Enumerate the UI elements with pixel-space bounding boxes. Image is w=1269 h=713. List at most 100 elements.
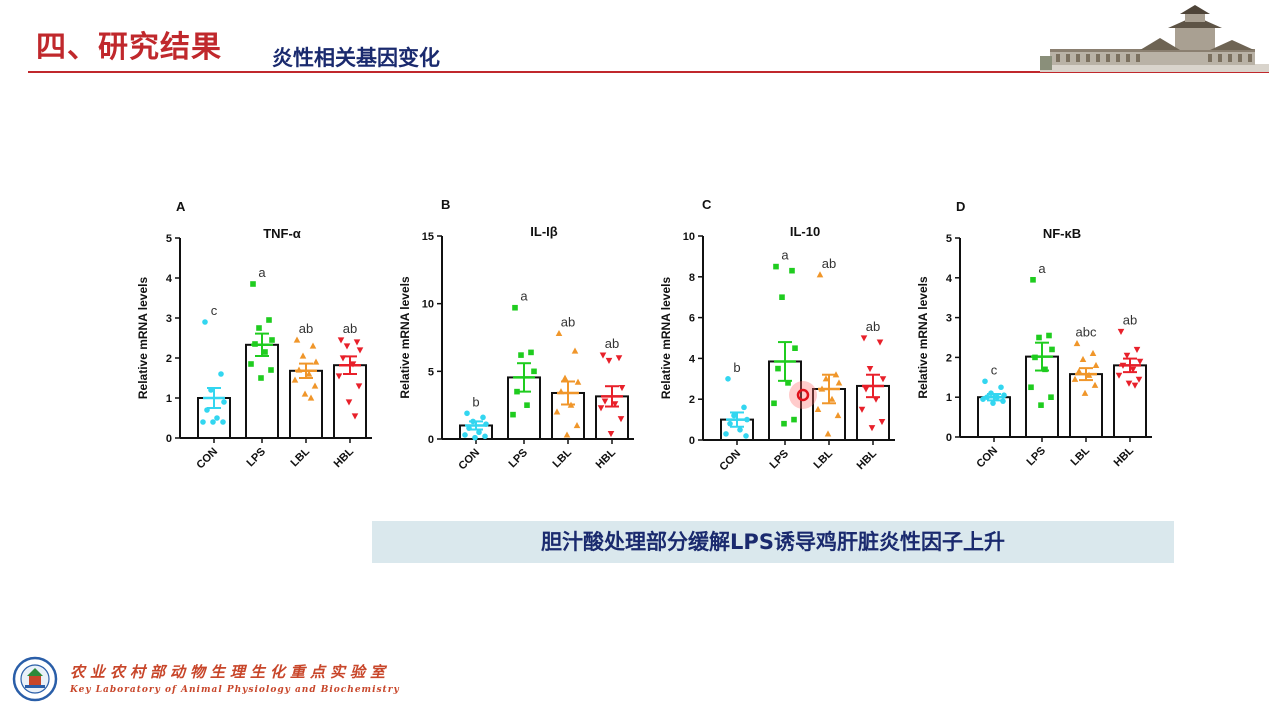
data-point bbox=[482, 433, 488, 440]
data-point bbox=[335, 373, 343, 380]
y-tick-label: 6 bbox=[689, 313, 695, 325]
data-point bbox=[1073, 339, 1081, 347]
y-axis-label: Relative mRNA levels bbox=[136, 277, 150, 400]
significance-label: a bbox=[520, 289, 528, 304]
x-tick-label: LBL bbox=[289, 445, 313, 469]
panel-label: A bbox=[176, 199, 186, 214]
x-tick-label: HBL bbox=[332, 445, 357, 470]
y-tick-label: 5 bbox=[428, 366, 434, 378]
data-point bbox=[301, 390, 309, 397]
data-point bbox=[210, 419, 216, 425]
data-point bbox=[353, 339, 361, 346]
y-axis-label: Relative mRNA levels bbox=[659, 277, 673, 400]
data-point bbox=[248, 361, 254, 367]
university-building-icon bbox=[1040, 5, 1269, 72]
data-point bbox=[731, 412, 737, 419]
cursor-ring-icon bbox=[796, 388, 810, 402]
chart-title: TNF-α bbox=[263, 226, 301, 241]
data-point bbox=[791, 416, 797, 423]
x-tick-label: HBL bbox=[855, 447, 880, 472]
data-point bbox=[512, 304, 518, 311]
data-point bbox=[561, 374, 569, 381]
significance-label: c bbox=[211, 303, 218, 318]
data-point bbox=[250, 281, 256, 287]
x-tick-label: CON bbox=[717, 448, 743, 474]
data-point bbox=[789, 267, 795, 274]
data-point bbox=[555, 329, 563, 337]
data-point bbox=[312, 358, 320, 365]
y-tick-label: 8 bbox=[689, 272, 695, 284]
y-tick-label: 5 bbox=[946, 233, 952, 245]
data-point bbox=[1129, 366, 1137, 373]
data-point bbox=[1048, 394, 1054, 400]
data-point bbox=[305, 370, 313, 377]
data-point bbox=[1136, 358, 1144, 365]
chart-title: IL-10 bbox=[790, 224, 820, 239]
data-point bbox=[268, 367, 274, 373]
data-point bbox=[1091, 381, 1099, 388]
data-point bbox=[597, 405, 605, 412]
data-point bbox=[866, 366, 874, 373]
data-point bbox=[982, 378, 988, 385]
data-point bbox=[1049, 346, 1055, 353]
data-point bbox=[725, 376, 731, 382]
y-tick-label: 2 bbox=[946, 352, 952, 364]
data-point bbox=[618, 384, 626, 392]
y-tick-label: 2 bbox=[689, 394, 695, 406]
data-point bbox=[1030, 276, 1036, 283]
data-point bbox=[723, 431, 729, 437]
data-point bbox=[462, 432, 468, 438]
data-point bbox=[311, 382, 319, 389]
y-axis-label: Relative mRNA levels bbox=[398, 276, 412, 399]
bar-lps bbox=[245, 343, 279, 439]
panel-label: D bbox=[956, 199, 965, 214]
lab-name-cn: 农业农村部动物生理生化重点实验室 bbox=[70, 663, 391, 681]
data-point bbox=[781, 420, 787, 427]
data-point bbox=[221, 399, 227, 405]
x-tick-label: LBL bbox=[812, 447, 836, 471]
data-point bbox=[343, 343, 351, 350]
data-point bbox=[200, 419, 206, 425]
slide-subtitle: 炎性相关基因变化 bbox=[272, 46, 440, 70]
data-point bbox=[1081, 389, 1089, 396]
data-point bbox=[258, 375, 264, 381]
data-point bbox=[528, 349, 534, 356]
significance-label: ab bbox=[866, 319, 880, 334]
significance-label: ab bbox=[343, 321, 357, 336]
slide-title: 四、研究结果 bbox=[36, 30, 222, 65]
x-tick-label: CON bbox=[456, 447, 482, 473]
data-point bbox=[202, 319, 208, 325]
data-point bbox=[309, 342, 317, 349]
y-tick-label: 0 bbox=[166, 433, 172, 445]
x-tick-label: LBL bbox=[1069, 444, 1093, 468]
data-point bbox=[743, 433, 749, 439]
data-point bbox=[828, 395, 836, 402]
data-point bbox=[737, 427, 743, 433]
data-point bbox=[524, 402, 530, 408]
chart-title: NF-κB bbox=[1043, 226, 1081, 241]
data-point bbox=[862, 386, 870, 393]
data-point bbox=[563, 431, 571, 438]
x-tick-label: HBL bbox=[594, 446, 619, 471]
data-point bbox=[337, 337, 345, 344]
y-tick-label: 4 bbox=[166, 273, 173, 285]
y-tick-label: 2 bbox=[166, 353, 172, 365]
data-point bbox=[256, 325, 262, 331]
data-point bbox=[262, 349, 268, 355]
y-tick-label: 0 bbox=[689, 435, 695, 447]
cursor-highlight-icon bbox=[789, 381, 817, 409]
y-tick-label: 1 bbox=[946, 392, 952, 404]
data-point bbox=[876, 339, 884, 346]
data-point bbox=[1000, 398, 1006, 404]
data-point bbox=[518, 352, 524, 358]
data-point bbox=[611, 401, 619, 408]
data-point bbox=[218, 371, 224, 377]
data-point bbox=[607, 430, 615, 438]
data-point bbox=[741, 404, 747, 411]
data-point bbox=[574, 378, 582, 385]
panel-label: C bbox=[702, 197, 712, 212]
data-point bbox=[480, 414, 486, 421]
data-point bbox=[615, 355, 623, 362]
data-point bbox=[878, 419, 886, 426]
